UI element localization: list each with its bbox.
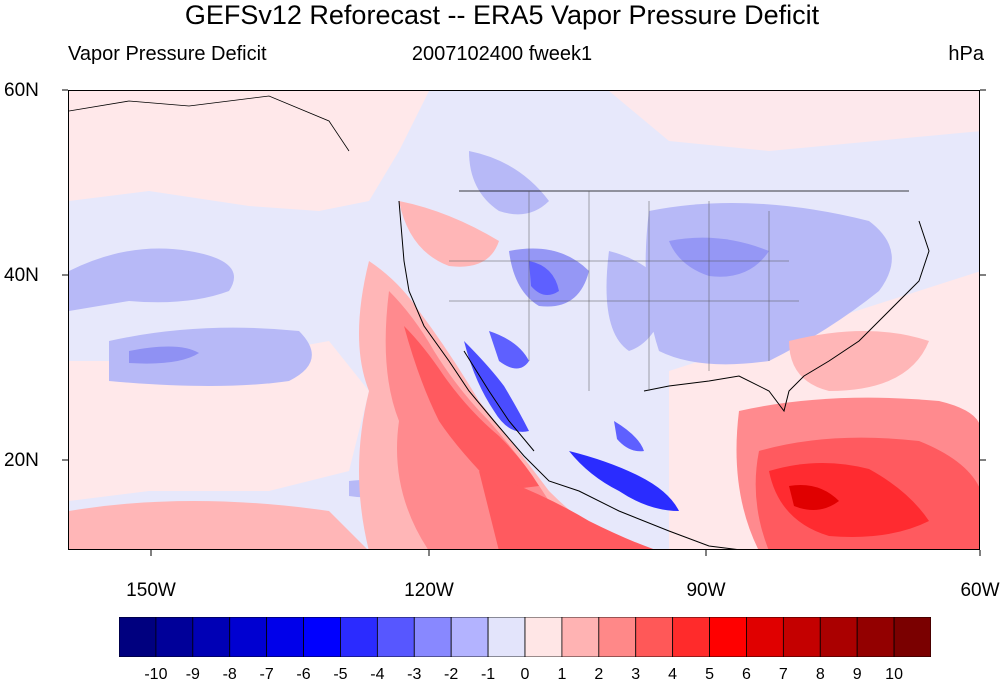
colorbar-swatch [413, 617, 452, 657]
colorbar-swatch [856, 617, 895, 657]
colorbar-tick-label: 6 [742, 666, 751, 683]
colorbar-tick-label: 4 [668, 666, 678, 683]
figure-title: GEFSv12 Reforecast -- ERA5 Vapor Pressur… [184, 0, 820, 30]
colorbar-swatch [487, 617, 526, 657]
colorbar-swatch [450, 617, 489, 657]
colorbar-swatch [635, 617, 674, 657]
lon-label-90w: 90W [686, 580, 726, 601]
colorbar-tick-label: 10 [885, 666, 903, 683]
colorbar-swatch [672, 617, 710, 657]
colorbar-swatch [376, 617, 415, 657]
colorbar-tick-label: 9 [852, 666, 862, 683]
colorbar-tick-label: -3 [407, 666, 422, 683]
colorbar-tick-label: -9 [185, 666, 200, 683]
colorbar-tick-label: -1 [480, 666, 496, 683]
colorbar [119, 617, 931, 657]
variable-label: Vapor Pressure Deficit [68, 43, 267, 65]
lon-label-150w: 150W [126, 580, 176, 601]
lat-label-40n: 40N [4, 265, 39, 286]
colorbar-swatch [155, 617, 194, 657]
colorbar-tick-label: -6 [296, 666, 311, 683]
colorbar-tick-label: -2 [444, 666, 459, 683]
colorbar-tick-label: 5 [705, 666, 714, 683]
colorbar-swatch [561, 617, 600, 657]
colorbar-tick-label: -7 [259, 666, 274, 683]
colorbar-tick-label: 8 [815, 666, 825, 683]
colorbar-tick-label: -5 [333, 666, 348, 683]
colorbar-swatch [746, 617, 784, 657]
colorbar-tick-label: 7 [778, 666, 788, 683]
lat-label-20n: 20N [4, 450, 39, 471]
date-label: 2007102400 fweek1 [411, 43, 593, 65]
lon-label-120w: 120W [404, 580, 454, 601]
colorbar-swatch [524, 617, 563, 657]
lon-label-60w: 60W [960, 580, 1000, 601]
colorbar-swatch [119, 617, 157, 657]
map-plot-area [68, 90, 980, 550]
colorbar-swatch [303, 617, 341, 657]
colorbar-tick-label: -4 [370, 666, 385, 683]
colorbar-swatch [229, 617, 268, 657]
lat-label-60n: 60N [4, 80, 39, 101]
colorbar-swatch [598, 617, 637, 657]
colorbar-swatch [266, 617, 304, 657]
colorbar-tick-label: 1 [557, 666, 567, 683]
colorbar-swatch [819, 617, 858, 657]
colorbar-tick-label: 0 [520, 666, 530, 683]
colorbar-tick-label: -10 [144, 666, 168, 683]
colorbar-swatch [192, 617, 231, 657]
map-field [69, 91, 979, 549]
colorbar-tick-label: 2 [594, 666, 604, 683]
colorbar-tick-label: -8 [222, 666, 237, 683]
colorbar-swatch [709, 617, 747, 657]
units-label: hPa [948, 43, 984, 65]
colorbar-swatch [893, 617, 931, 657]
colorbar-swatch [340, 617, 378, 657]
colorbar-swatch [782, 617, 821, 657]
colorbar-tick-label: 3 [631, 666, 641, 683]
